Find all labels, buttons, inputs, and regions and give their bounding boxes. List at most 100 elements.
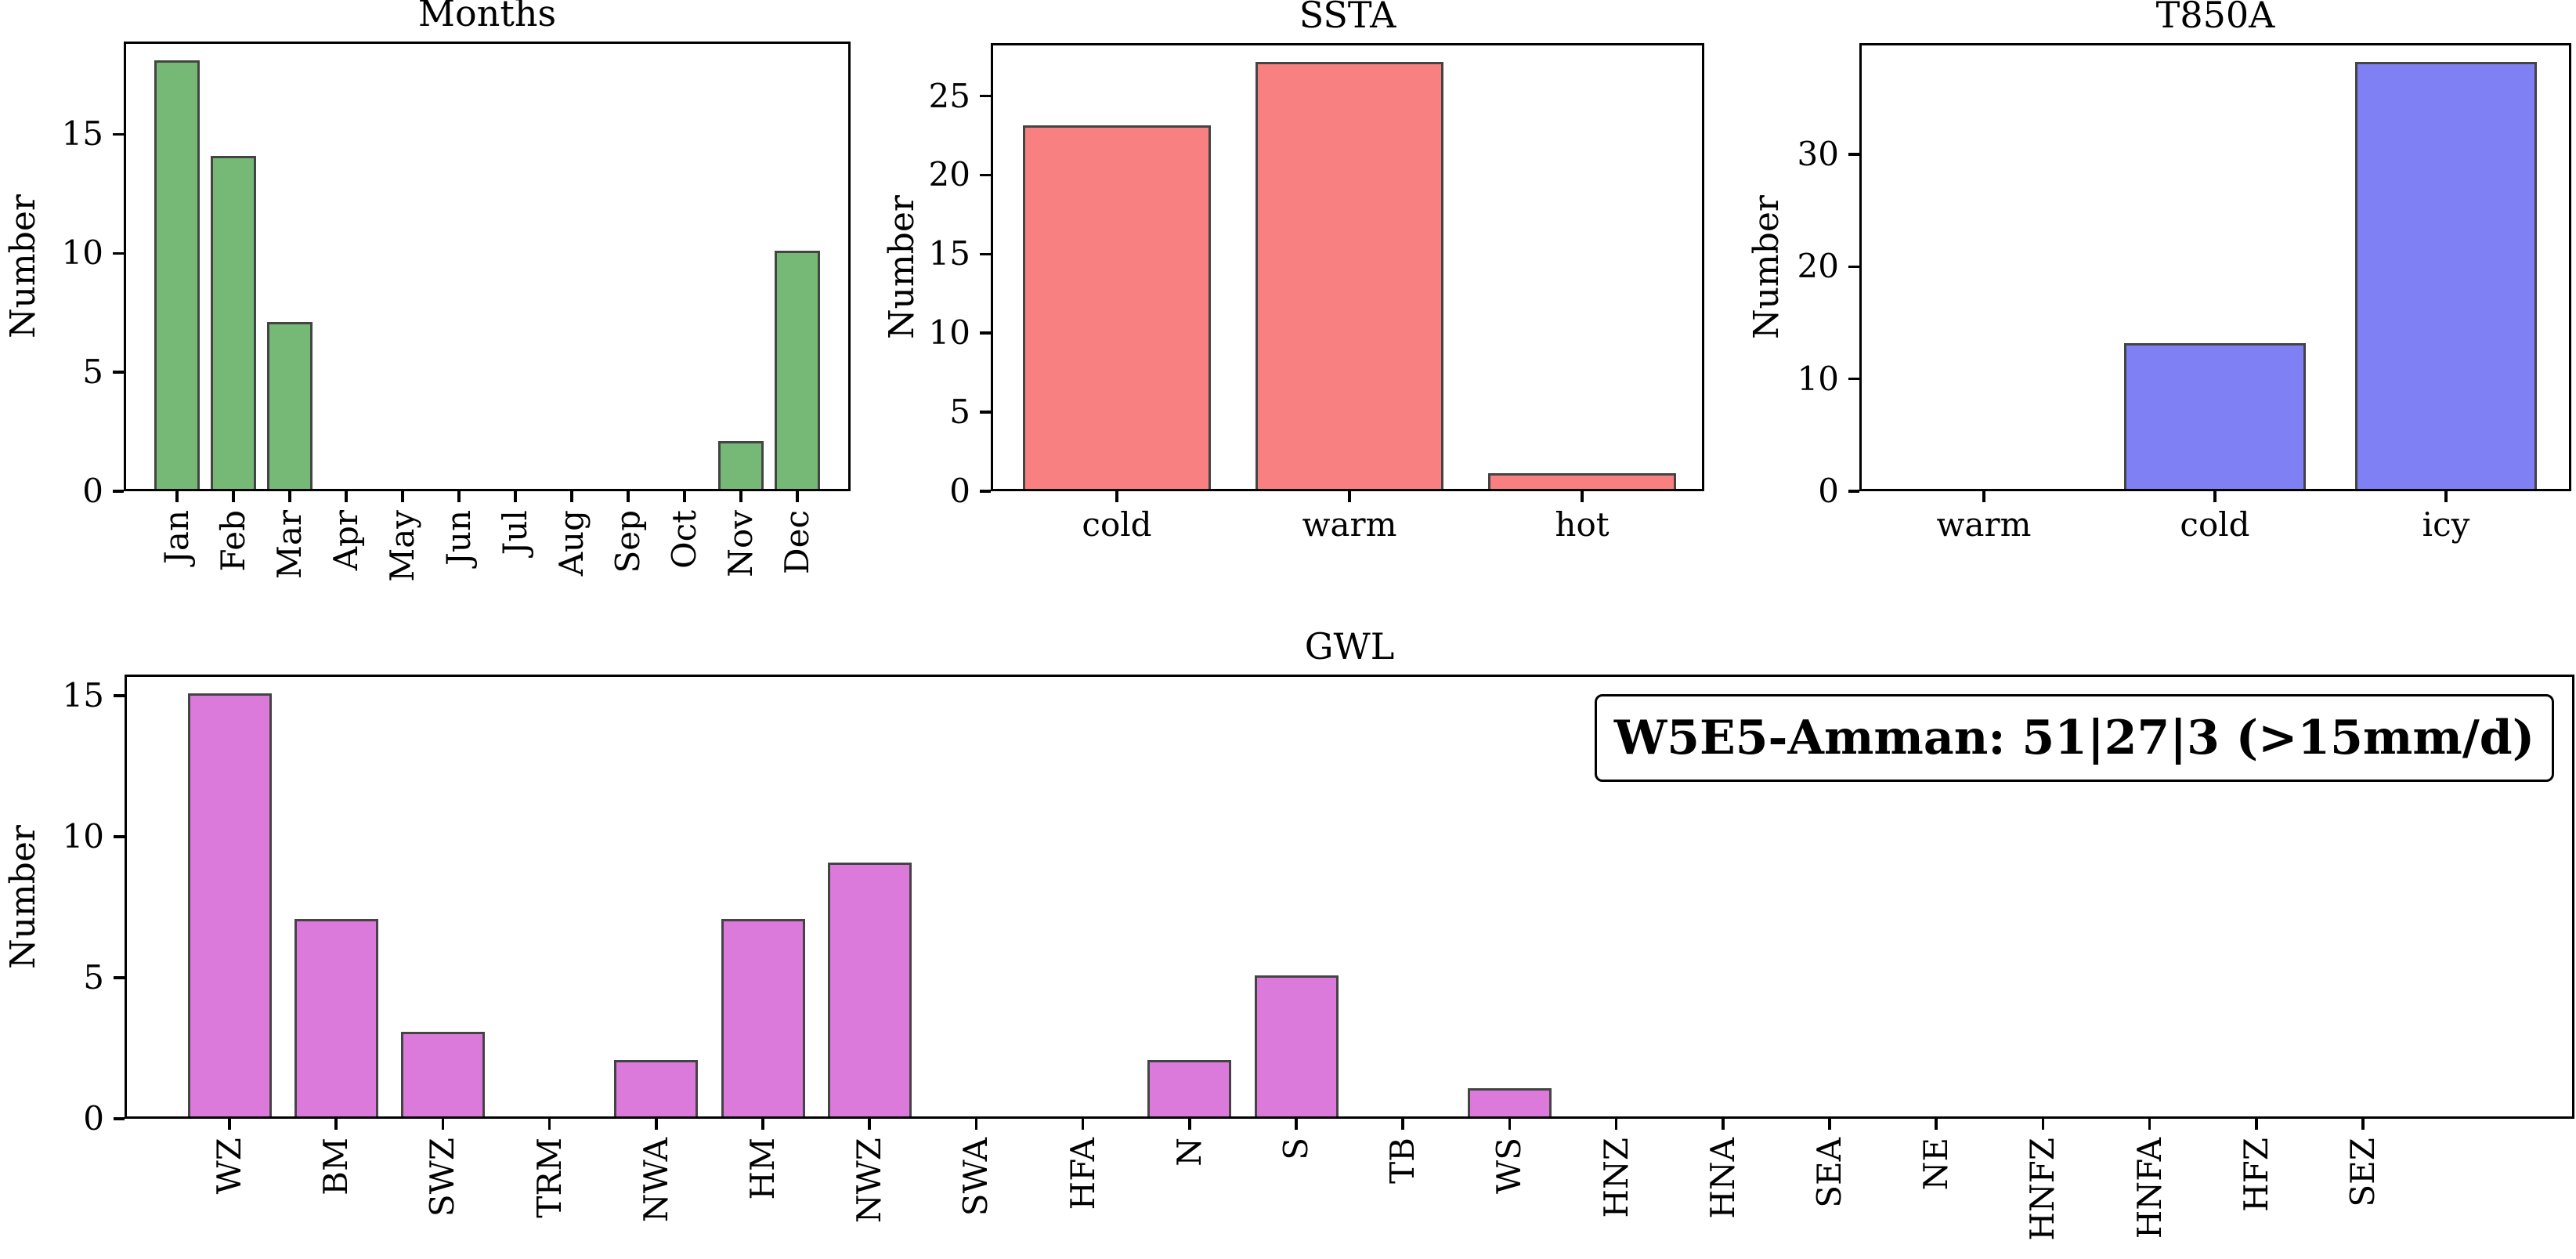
months-ytick-label: 0 bbox=[82, 472, 103, 510]
months-xtick-label-Jan: Jan bbox=[157, 510, 196, 564]
gwl-xtick-mark bbox=[974, 1119, 978, 1130]
months-xtick-label-Apr: Apr bbox=[326, 510, 365, 571]
months-xtick-mark bbox=[514, 491, 517, 502]
months-xtick-mark bbox=[739, 491, 742, 502]
t850a-xtick-mark bbox=[2213, 491, 2217, 502]
gwl-ytick-label: 15 bbox=[62, 676, 104, 715]
months-bar-Mar bbox=[267, 322, 313, 489]
gwl-xtick-mark bbox=[1081, 1119, 1085, 1130]
ssta-ytick-label: 20 bbox=[928, 155, 970, 194]
months-xtick-label-Feb: Feb bbox=[213, 510, 252, 572]
months-ytick-label: 10 bbox=[61, 233, 103, 273]
months-xtick-label-Aug: Aug bbox=[551, 510, 591, 577]
gwl-bar-SWZ bbox=[400, 1032, 485, 1116]
gwl-xtick-label-SEZ: SEZ bbox=[2343, 1138, 2382, 1207]
t850a-bar-cold bbox=[2124, 343, 2306, 489]
gwl-bar-WS bbox=[1467, 1088, 1552, 1116]
gwl-xtick-mark bbox=[2041, 1119, 2045, 1130]
t850a-ytick-mark bbox=[1848, 265, 1859, 269]
t850a-ytick-mark bbox=[1848, 153, 1859, 156]
gwl-xtick-mark bbox=[2361, 1119, 2365, 1130]
months-xtick-label-Dec: Dec bbox=[777, 510, 816, 575]
gwl-bar-WZ bbox=[187, 693, 272, 1116]
gwl-xtick-label-HFZ: HFZ bbox=[2236, 1138, 2275, 1212]
months-xtick-mark bbox=[627, 491, 630, 502]
gwl-xtick-mark bbox=[655, 1119, 658, 1130]
ssta-xtick-mark bbox=[1348, 491, 1351, 502]
months-bar-Dec bbox=[775, 251, 820, 489]
gwl-ytick-mark bbox=[114, 976, 125, 979]
ssta-title: SSTA bbox=[1299, 0, 1396, 36]
gwl-xtick-mark bbox=[1508, 1119, 1512, 1130]
months-ytick-mark bbox=[113, 251, 124, 255]
gwl-xtick-label-HNFZ: HNFZ bbox=[2023, 1138, 2062, 1241]
gwl-ytick-mark bbox=[114, 694, 125, 697]
gwl-xtick-mark bbox=[441, 1119, 445, 1130]
ssta-ytick-label: 25 bbox=[928, 76, 970, 115]
months-xtick-mark bbox=[345, 491, 348, 502]
gwl-xtick-mark bbox=[1188, 1119, 1191, 1130]
gwl-xtick-label-HNZ: HNZ bbox=[1596, 1138, 1635, 1218]
ssta-xtick-label-cold: cold bbox=[1082, 505, 1152, 544]
ssta-ytick-mark bbox=[980, 411, 991, 414]
gwl-ytick-mark bbox=[114, 835, 125, 838]
ssta-bar-cold bbox=[1023, 125, 1211, 489]
gwl-xtick-mark bbox=[1935, 1119, 1938, 1130]
months-title: Months bbox=[417, 0, 557, 34]
gwl-xtick-mark bbox=[547, 1119, 551, 1130]
ssta-ytick-mark bbox=[980, 94, 991, 98]
gwl-xtick-label-HFA: HFA bbox=[1063, 1138, 1102, 1210]
gwl-xtick-label-S: S bbox=[1276, 1138, 1315, 1160]
gwl-xtick-mark bbox=[761, 1119, 764, 1130]
gwl-xtick-label-NWZ: NWZ bbox=[850, 1138, 889, 1224]
months-xtick-mark bbox=[232, 491, 235, 502]
months-xtick-label-Mar: Mar bbox=[269, 510, 309, 580]
months-xtick-mark bbox=[683, 491, 686, 502]
gwl-xtick-label-SWZ: SWZ bbox=[423, 1138, 462, 1217]
months-bar-Jan bbox=[154, 60, 200, 489]
gwl-xtick-mark bbox=[1295, 1119, 1298, 1130]
gwl-title: GWL bbox=[1304, 625, 1395, 667]
gwl-xtick-mark bbox=[1614, 1119, 1618, 1130]
ssta-ytick-label: 10 bbox=[928, 313, 970, 353]
gwl-bar-HM bbox=[721, 919, 805, 1116]
t850a-plot bbox=[1859, 43, 2571, 491]
t850a-bar-icy bbox=[2355, 62, 2537, 489]
gwl-xtick-mark bbox=[1401, 1119, 1404, 1130]
months-plot bbox=[124, 42, 851, 491]
ssta-ytick-mark bbox=[980, 252, 991, 256]
gwl-xtick-label-HM: HM bbox=[742, 1138, 782, 1200]
ssta-plot bbox=[991, 43, 1704, 491]
gwl-xtick-mark bbox=[2148, 1119, 2151, 1130]
t850a-xtick-label-warm: warm bbox=[1936, 505, 2032, 544]
ssta-bar-warm bbox=[1255, 62, 1443, 489]
gwl-xtick-mark bbox=[2255, 1119, 2258, 1130]
t850a-xtick-label-icy: icy bbox=[2422, 505, 2470, 544]
months-xtick-mark bbox=[401, 491, 404, 502]
months-xtick-mark bbox=[457, 491, 461, 502]
gwl-bar-N bbox=[1147, 1060, 1232, 1116]
gwl-bar-BM bbox=[294, 919, 378, 1116]
months-xtick-label-Sep: Sep bbox=[608, 510, 647, 573]
t850a-xtick-mark bbox=[2444, 491, 2448, 502]
t850a-xtick-mark bbox=[1982, 491, 1985, 502]
gwl-xtick-label-WZ: WZ bbox=[209, 1138, 248, 1195]
months-ytick-label: 5 bbox=[82, 353, 103, 392]
ssta-ytick-label: 5 bbox=[949, 393, 970, 432]
gwl-xtick-label-TB: TB bbox=[1383, 1138, 1422, 1184]
ssta-ytick-label: 0 bbox=[949, 472, 970, 510]
gwl-xtick-label-SWA: SWA bbox=[956, 1138, 995, 1217]
t850a-ytick-label: 10 bbox=[1797, 359, 1839, 398]
annotation-text: W5E5-Amman: 51|27|3 (>15mm/d) bbox=[1613, 711, 2535, 765]
ssta-xtick-mark bbox=[1115, 491, 1118, 502]
t850a-ytick-label: 0 bbox=[1818, 472, 1839, 510]
gwl-xtick-label-WS: WS bbox=[1490, 1138, 1529, 1194]
t850a-ytick-label: 30 bbox=[1797, 134, 1839, 173]
months-xtick-label-Oct: Oct bbox=[664, 510, 703, 569]
months-xtick-label-May: May bbox=[382, 510, 421, 582]
ssta-ytick-mark bbox=[980, 490, 991, 493]
gwl-bar-NWZ bbox=[827, 863, 912, 1116]
months-xtick-mark bbox=[175, 491, 179, 502]
months-ytick-mark bbox=[113, 132, 124, 136]
